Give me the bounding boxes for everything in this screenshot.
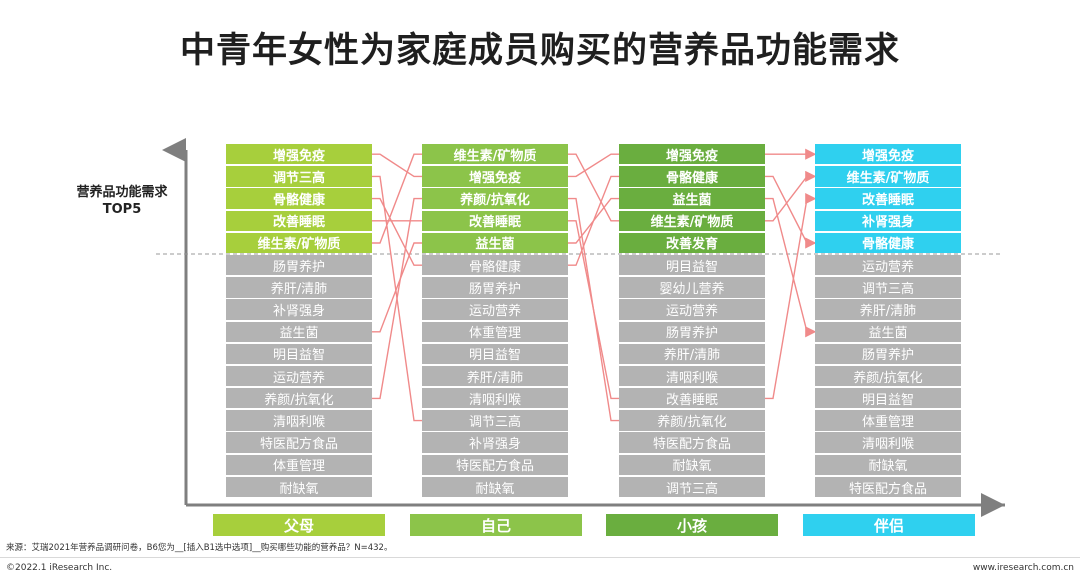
item-3-15: 特医配方食品	[815, 476, 961, 498]
column-parents: 增强免疫 调节三高 骨骼健康 改善睡眠 维生素/矿物质 肠胃养护 养肝/清肺 补肾强身 益生菌明…	[226, 144, 372, 499]
item-3-9: 肠胃养护	[815, 343, 961, 365]
top-item-3-3: 补肾强身	[815, 210, 961, 231]
top-item-3-1: 维生素/矿物质	[815, 166, 961, 187]
top-item-1-1: 增强免疫	[422, 166, 568, 187]
item-0-7: 补肾强身	[226, 299, 372, 320]
item-0-6: 养肝/清肺	[226, 277, 372, 298]
item-2-5: 明目益智	[619, 254, 765, 276]
connector-0-4	[372, 153, 422, 244]
connector-1-1	[568, 153, 619, 178]
top-item-3-4: 骨骼健康	[815, 232, 961, 254]
item-0-9: 明目益智	[226, 343, 372, 365]
item-2-10: 清咽利喉	[619, 365, 765, 387]
connector-1-5	[568, 175, 619, 266]
item-2-7: 运动营养	[619, 299, 765, 320]
connector-0-0	[372, 153, 422, 178]
item-1-12: 调节三高	[422, 410, 568, 431]
item-2-11: 改善睡眠	[619, 388, 765, 409]
item-3-10: 养颜/抗氧化	[815, 365, 961, 387]
connector-2-11	[765, 193, 817, 400]
item-3-7: 养肝/清肺	[815, 299, 961, 320]
top-item-2-1: 骨骼健康	[619, 166, 765, 187]
item-0-13: 特医配方食品	[226, 432, 372, 453]
column-partner: 增强免疫 维生素/矿物质 改善睡眠 补肾强身 骨骼健康 运动营养 调节三高 养肝/清肺 益生菌肠…	[815, 144, 961, 499]
item-1-15: 耐缺氧	[422, 476, 568, 498]
item-3-12: 体重管理	[815, 410, 961, 431]
top-item-3-0: 增强免疫	[815, 144, 961, 165]
column-children: 增强免疫 骨骼健康 益生菌 维生素/矿物质 改善发育 明目益智 婴幼儿营养 运动营养 肠胃养护养…	[619, 144, 765, 499]
category-label-self: 自己	[410, 514, 582, 536]
item-2-12: 养颜/抗氧化	[619, 410, 765, 431]
source-note: 来源：艾瑞2021年营养品调研问卷，B6您为__[插入B1选中选项]__购买哪些…	[6, 543, 393, 553]
item-3-11: 明目益智	[815, 388, 961, 409]
connector-0-11	[372, 197, 422, 400]
connector-2-3	[765, 170, 817, 222]
top-item-2-0: 增强免疫	[619, 144, 765, 165]
page-title: 中青年女性为家庭成员购买的营养品功能需求	[179, 31, 900, 71]
item-1-6: 肠胃养护	[422, 277, 568, 298]
category-label-children: 小孩	[606, 514, 778, 536]
top-item-0-2: 骨骼健康	[226, 188, 372, 209]
item-2-13: 特医配方食品	[619, 432, 765, 453]
item-0-11: 养颜/抗氧化	[226, 388, 372, 409]
connector-2-2	[765, 197, 817, 338]
connector-0-8	[372, 242, 422, 333]
item-3-5: 运动营养	[815, 254, 961, 276]
category-label-partner: 伴侣	[803, 514, 975, 536]
y-axis-label: 营养品功能需求 TOP5	[60, 184, 184, 218]
connector-0-2	[372, 197, 422, 266]
item-1-8: 体重管理	[422, 321, 568, 342]
top-item-2-3: 维生素/矿物质	[619, 210, 765, 231]
item-2-14: 耐缺氧	[619, 454, 765, 476]
item-2-9: 养肝/清肺	[619, 343, 765, 365]
item-2-15: 调节三高	[619, 476, 765, 498]
item-3-14: 耐缺氧	[815, 454, 961, 476]
top-item-1-0: 维生素/矿物质	[422, 144, 568, 165]
top-item-2-4: 改善发育	[619, 232, 765, 254]
item-3-13: 清咽利喉	[815, 432, 961, 453]
y-axis-label-line2: TOP5	[102, 202, 142, 217]
connector-1-2	[568, 197, 619, 422]
item-0-12: 清咽利喉	[226, 410, 372, 431]
top-item-0-3: 改善睡眠	[226, 210, 372, 231]
item-0-8: 益生菌	[226, 321, 372, 342]
item-0-14: 体重管理	[226, 454, 372, 476]
item-1-9: 明目益智	[422, 343, 568, 365]
item-0-5: 肠胃养护	[226, 254, 372, 276]
y-axis-label-line1: 营养品功能需求	[76, 185, 168, 200]
item-1-10: 养肝/清肺	[422, 365, 568, 387]
item-1-11: 清咽利喉	[422, 388, 568, 409]
top-item-2-2: 益生菌	[619, 188, 765, 209]
top-item-0-1: 调节三高	[226, 166, 372, 187]
column-self: 维生素/矿物质 增强免疫 养颜/抗氧化 改善睡眠 益生菌 骨骼健康 肠胃养护 运动营养 体重管理…	[422, 144, 568, 499]
item-3-6: 调节三高	[815, 277, 961, 298]
item-3-8: 益生菌	[815, 321, 961, 342]
item-1-5: 骨骼健康	[422, 254, 568, 276]
category-label-parents: 父母	[213, 514, 385, 536]
item-2-8: 肠胃养护	[619, 321, 765, 342]
connector-2-1	[765, 175, 817, 249]
top-item-1-3: 改善睡眠	[422, 210, 568, 231]
connector-1-3	[568, 220, 619, 400]
footer-divider	[0, 557, 1080, 558]
item-1-13: 补肾强身	[422, 432, 568, 453]
site-url: www.iresearch.com.cn	[972, 563, 1074, 573]
top-item-1-2: 养颜/抗氧化	[422, 188, 568, 209]
copyright: ©2022.1 iResearch Inc.	[6, 563, 113, 573]
top-item-3-2: 改善睡眠	[815, 188, 961, 209]
item-0-10: 运动营养	[226, 365, 372, 387]
connector-1-0	[568, 153, 619, 222]
item-1-7: 运动营养	[422, 299, 568, 320]
top-item-0-4: 维生素/矿物质	[226, 232, 372, 254]
top-item-1-4: 益生菌	[422, 232, 568, 254]
top-item-0-0: 增强免疫	[226, 144, 372, 165]
item-0-15: 耐缺氧	[226, 476, 372, 498]
connector-1-4	[568, 197, 619, 244]
item-2-6: 婴幼儿营养	[619, 277, 765, 298]
connector-0-1	[372, 175, 422, 422]
item-1-14: 特医配方食品	[422, 454, 568, 476]
